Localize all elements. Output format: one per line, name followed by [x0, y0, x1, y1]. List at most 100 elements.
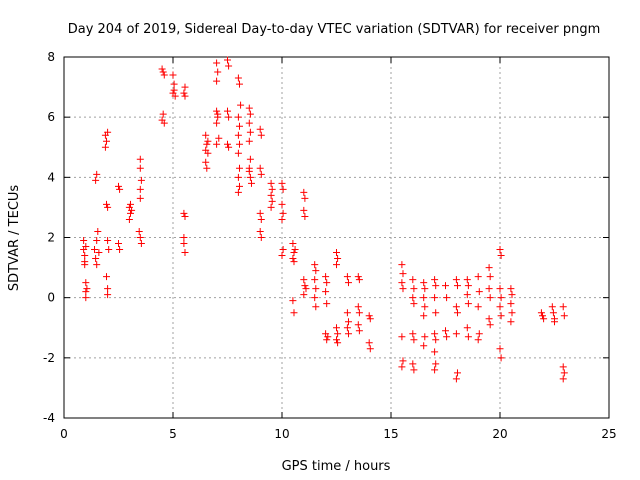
data-point — [443, 294, 451, 302]
y-tick-label: -4 — [43, 411, 55, 425]
data-point — [268, 185, 276, 193]
data-point — [137, 240, 145, 248]
data-point — [181, 212, 189, 220]
chart-title: Day 204 of 2019, Sidereal Day-to-day VTE… — [68, 22, 601, 37]
data-point — [224, 107, 231, 115]
data-point — [537, 309, 545, 317]
data-point — [234, 188, 242, 196]
data-point — [463, 276, 471, 284]
data-point — [300, 276, 308, 284]
data-point — [334, 339, 342, 347]
data-point — [92, 176, 100, 184]
data-point — [540, 315, 548, 323]
data-point — [474, 273, 482, 281]
data-point — [507, 318, 515, 326]
data-point — [399, 357, 407, 365]
data-point — [245, 137, 253, 145]
data-point — [279, 209, 287, 217]
data-point — [431, 294, 439, 302]
data-point — [421, 333, 429, 341]
data-point — [278, 252, 286, 260]
data-point — [116, 185, 124, 193]
data-point — [181, 83, 189, 91]
data-point — [160, 71, 168, 79]
data-point — [485, 285, 493, 293]
data-point — [224, 56, 231, 64]
data-point — [83, 285, 91, 293]
data-point — [278, 179, 286, 187]
data-point — [496, 246, 504, 254]
data-point — [508, 309, 516, 317]
data-point — [398, 333, 406, 341]
data-point — [225, 113, 233, 121]
data-point — [475, 330, 483, 338]
x-tick-label: 15 — [383, 427, 398, 441]
data-point — [343, 309, 351, 317]
data-point — [333, 261, 340, 269]
data-point — [115, 240, 122, 248]
data-point — [279, 246, 287, 254]
data-point — [215, 134, 223, 142]
data-point — [354, 273, 362, 281]
data-point — [247, 179, 255, 187]
data-point — [81, 258, 89, 266]
data-point — [135, 227, 143, 235]
axis-ticks: 0 5 10 15 20 25 -4 -2 0 2 4 6 8 — [43, 50, 617, 441]
data-point — [420, 279, 428, 287]
data-point — [452, 276, 460, 284]
data-point — [464, 282, 472, 290]
data-point — [214, 68, 222, 76]
data-point — [496, 345, 504, 353]
data-point — [82, 279, 90, 287]
data-point — [474, 303, 482, 311]
data-point — [398, 279, 406, 287]
data-point — [180, 240, 188, 248]
data-point — [559, 363, 567, 371]
data-point — [410, 336, 418, 344]
data-point — [486, 321, 494, 329]
data-point — [323, 336, 331, 344]
data-point — [452, 330, 460, 338]
data-point — [420, 342, 428, 350]
data-point — [409, 276, 417, 284]
data-point — [463, 291, 471, 299]
data-point — [246, 173, 254, 181]
data-point — [485, 315, 493, 323]
data-point — [203, 140, 211, 148]
data-point — [82, 288, 90, 296]
data-point — [311, 294, 319, 302]
data-point — [235, 164, 243, 172]
data-point — [105, 246, 113, 254]
x-tick-label: 0 — [60, 427, 68, 441]
data-point — [136, 234, 144, 241]
data-point — [343, 273, 351, 281]
data-point — [224, 140, 231, 148]
data-point — [322, 273, 330, 281]
data-point — [256, 164, 264, 172]
data-point — [409, 360, 417, 368]
y-axis-title: SDTVAR / TECUs — [7, 185, 22, 292]
data-point — [312, 267, 320, 275]
data-point — [508, 291, 516, 299]
data-point — [452, 303, 460, 311]
data-point — [136, 164, 144, 172]
data-point — [170, 80, 178, 88]
data-point — [82, 294, 90, 302]
data-point — [333, 249, 340, 257]
data-point — [355, 276, 363, 284]
data-point — [159, 68, 167, 76]
grid — [64, 57, 609, 418]
data-point — [507, 300, 515, 308]
data-point — [453, 309, 461, 317]
data-point — [301, 194, 309, 202]
data-point — [344, 318, 352, 326]
data-point — [365, 339, 373, 347]
data-point — [234, 74, 242, 82]
data-point — [486, 294, 494, 302]
data-point — [213, 119, 221, 127]
data-point — [257, 234, 265, 241]
data-point — [497, 354, 505, 362]
data-point — [235, 122, 243, 130]
data-point — [246, 128, 254, 136]
data-point — [474, 336, 482, 344]
